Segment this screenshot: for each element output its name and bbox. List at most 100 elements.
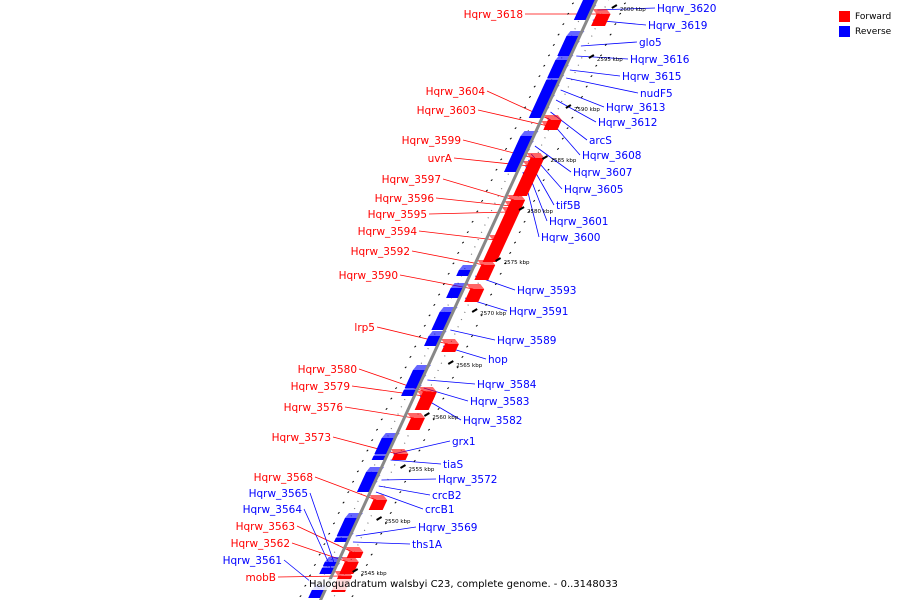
- minor-tick: [351, 595, 354, 598]
- callout-hqrw-3613: [560, 89, 605, 108]
- minor-tick: [423, 439, 426, 442]
- gene-label-lrp5: lrp5: [354, 322, 375, 334]
- gene-label-hqrw-3580: Hqrw_3580: [298, 364, 357, 376]
- minor-tick: [490, 179, 493, 182]
- legend-item-forward: Forward: [839, 9, 891, 24]
- gene-label-hqrw-3563: Hqrw_3563: [236, 521, 295, 533]
- minor-tick: [365, 563, 368, 566]
- gene-label-arcs: arcS: [589, 135, 612, 147]
- gene-block-hqrw-3590: [464, 289, 485, 302]
- callout-hqrw-3576: [344, 406, 414, 419]
- minor-tick: [571, 2, 574, 5]
- minor-tick: [485, 303, 488, 306]
- minor-tick: [504, 147, 508, 150]
- gene-block-cap: [334, 571, 353, 576]
- gene-label-tias: tiaS: [443, 459, 463, 471]
- minor-tick: [394, 501, 397, 504]
- gene-block-cap: [507, 195, 526, 200]
- minor-tick: [481, 199, 484, 202]
- minor-tick: [375, 543, 378, 546]
- gene-block-cap: [526, 153, 545, 158]
- gene-labels: Hqrw_3618 Hqrw_3604 Hqrw_3603 Hqrw_3599 uvrA…: [223, 3, 717, 584]
- gene-block-hqrw-3573: [391, 454, 409, 460]
- minor-tick: [514, 127, 517, 130]
- gene-label-hqrw-3576: Hqrw_3576: [284, 402, 344, 414]
- minor-tick: [547, 54, 551, 57]
- minor-tick: [318, 553, 321, 556]
- gene-block-hqrw-3589: [431, 312, 454, 330]
- minor-tick: [604, 43, 607, 46]
- callout-tias: [390, 459, 442, 465]
- minor-tick: [528, 95, 531, 98]
- gene-label-hqrw-3596: Hqrw_3596: [375, 193, 435, 205]
- gene-block-hqrw-3576: [405, 418, 425, 430]
- minor-tick: [313, 563, 316, 566]
- gene-label-uvra: uvrA: [428, 153, 453, 165]
- callout-hqrw-3595: [428, 211, 509, 215]
- gene-label-hqrw-3595: Hqrw_3595: [368, 209, 427, 221]
- minor-tick: [580, 95, 583, 98]
- gene-block-cap: [345, 547, 364, 552]
- minor-tick: [375, 428, 379, 431]
- minor-tick: [466, 345, 469, 348]
- minor-tick: [557, 33, 560, 36]
- minor-tick: [380, 418, 383, 421]
- gene-label-hqrw-3604: Hqrw_3604: [426, 86, 486, 98]
- minor-tick: [447, 272, 450, 275]
- gene-label-hqrw-3569: Hqrw_3569: [418, 522, 477, 534]
- gene-label-hqrw-3573: Hqrw_3573: [272, 432, 331, 444]
- minor-tick: [533, 199, 536, 202]
- gene-block-hqrw-3569: [336, 518, 359, 536]
- tick-mark: [399, 464, 407, 469]
- minor-tick: [409, 355, 412, 358]
- callout-ths1a: [352, 541, 411, 545]
- minor-tick: [447, 387, 450, 390]
- minor-tick: [533, 85, 536, 88]
- tick-mark: [518, 206, 525, 211]
- minor-tick: [452, 262, 455, 265]
- tick-label: 2575 kbp: [504, 260, 530, 266]
- gene-block-cap: [466, 284, 485, 289]
- minor-tick: [356, 470, 359, 473]
- minor-tick: [390, 397, 393, 400]
- gene-label-hqrw-3597: Hqrw_3597: [382, 174, 441, 186]
- gene-block-hqrw-3568: [368, 500, 388, 510]
- minor-tick: [380, 532, 383, 535]
- minor-tick: [432, 418, 435, 421]
- minor-tick: [538, 75, 541, 78]
- gene-label-hqrw-3584: Hqrw_3584: [477, 379, 537, 391]
- callout-crcb2: [378, 485, 431, 496]
- gene-label-hqrw-3619: Hqrw_3619: [648, 20, 707, 32]
- minor-tick: [571, 116, 574, 119]
- tick-label: 2580 kbp: [527, 209, 553, 215]
- minor-tick: [433, 303, 436, 306]
- minor-tick: [519, 116, 522, 119]
- minor-tick: [518, 231, 521, 234]
- gene-label-hqrw-3562: Hqrw_3562: [231, 538, 290, 550]
- minor-tick: [609, 33, 612, 36]
- minor-tick: [542, 179, 545, 182]
- gene-block-hqrw-3579: [417, 396, 436, 404]
- callout-hqrw-3615: [569, 69, 621, 77]
- gene-block-cap: [418, 387, 437, 392]
- minor-tick: [418, 335, 422, 338]
- minor-tick: [595, 64, 598, 67]
- gene-label-grx1: grx1: [452, 436, 476, 448]
- minor-tick: [423, 324, 426, 327]
- minor-tick: [413, 459, 416, 462]
- gene-block-cap: [488, 235, 507, 240]
- gene-label-ths1a: ths1A: [412, 539, 443, 551]
- legend: Forward Reverse: [839, 9, 891, 39]
- gene-block-cap: [340, 557, 359, 562]
- minor-tick: [524, 106, 527, 109]
- gene-block-cap: [522, 161, 541, 166]
- minor-tick: [323, 543, 326, 546]
- gene-block-hqrw-3618: [591, 14, 611, 26]
- gene-label-hqrw-3590: Hqrw_3590: [339, 270, 398, 282]
- minor-tick: [590, 75, 593, 78]
- minor-tick: [457, 251, 460, 254]
- minor-tick: [370, 553, 373, 556]
- minor-tick: [567, 12, 570, 15]
- callout-hqrw-3603: [477, 109, 549, 127]
- gene-block-cap: [541, 121, 560, 126]
